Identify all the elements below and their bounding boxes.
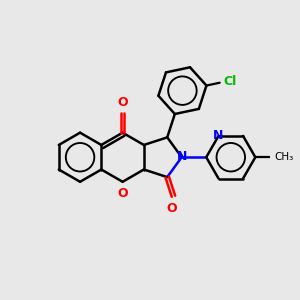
Text: N: N	[213, 129, 224, 142]
Text: O: O	[117, 96, 128, 109]
Text: O: O	[167, 202, 177, 215]
Text: N: N	[177, 149, 187, 163]
Text: Cl: Cl	[223, 75, 236, 88]
Text: O: O	[117, 187, 128, 200]
Text: CH₃: CH₃	[274, 152, 294, 162]
